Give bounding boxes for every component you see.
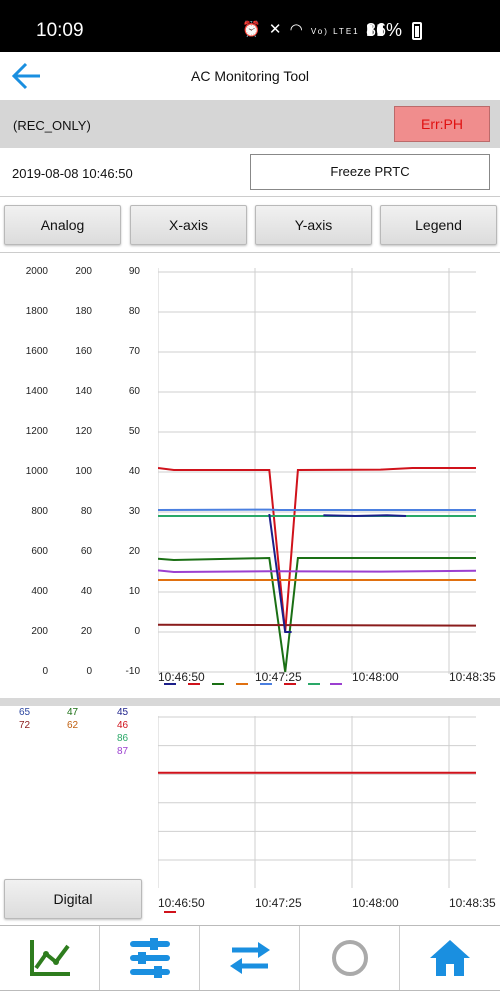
series-line-8 <box>268 513 292 633</box>
y-tick-label: 100 <box>75 466 92 477</box>
y-tick-label: 10 <box>128 586 140 597</box>
y-tick-label: 80 <box>80 506 92 517</box>
sliders-icon[interactable] <box>100 926 200 990</box>
digital-value: 72 <box>19 720 31 731</box>
digital-value: 62 <box>67 720 79 731</box>
digital-value: 46 <box>117 720 129 731</box>
y-tick-label: 2000 <box>25 266 48 277</box>
y-tick-label: 1000 <box>25 466 48 477</box>
x-tick-label: 10:47:25 <box>255 896 302 910</box>
y-tick-label: 40 <box>80 586 92 597</box>
freeze-prtc-button[interactable]: Freeze PRTC <box>250 154 490 190</box>
series-line-7 <box>158 623 476 627</box>
status-icons: ⏰ ✕ ◠ Vo) LTE1 ▮▮ <box>242 21 387 38</box>
timestamp: 2019-08-08 10:46:50 <box>12 166 133 181</box>
divider <box>0 196 500 197</box>
y-tick-label: 20 <box>80 626 92 637</box>
y-tick-label: 60 <box>80 546 92 557</box>
y-tick-label: 200 <box>75 266 92 277</box>
status-bar: 10:09 ⏰ ✕ ◠ Vo) LTE1 ▮▮ 86% <box>0 0 500 52</box>
swap-icon[interactable] <box>200 926 300 990</box>
record-mode: (REC_ONLY) <box>13 118 91 133</box>
battery-icon <box>412 22 422 40</box>
y-tick-label: 80 <box>128 306 140 317</box>
x-tick-label: 10:48:00 <box>352 896 399 910</box>
y-tick-label: 0 <box>86 666 92 677</box>
x-tick-label: 10:48:35 <box>449 670 496 684</box>
y-tick-label: 70 <box>128 346 140 357</box>
analog-chart <box>158 268 476 674</box>
x-tick-label: 10:47:25 <box>255 670 302 684</box>
digital-legend-swatch <box>164 911 176 913</box>
digital-value: 86 <box>117 733 129 744</box>
y-tick-label: 60 <box>128 386 140 397</box>
y-tick-label: 200 <box>31 626 48 637</box>
error-button[interactable]: Err:PH <box>394 106 490 142</box>
digital-value: 47 <box>67 707 79 718</box>
series-line-5 <box>158 569 476 574</box>
x-tick-label: 10:46:50 <box>158 670 205 684</box>
divider <box>0 252 500 253</box>
network-label: Vo) LTE1 <box>310 27 360 36</box>
x-tick-label: 10:48:35 <box>449 896 496 910</box>
page-title: AC Monitoring Tool <box>190 68 310 84</box>
digital-value: 87 <box>117 746 129 757</box>
series-line-0 <box>158 467 476 633</box>
digital-value: 45 <box>117 707 129 718</box>
y-tick-label: 30 <box>128 506 140 517</box>
y-tick-label: 120 <box>75 426 92 437</box>
x-tick-label: 10:46:50 <box>158 896 205 910</box>
digital-button[interactable]: Digital <box>4 879 142 919</box>
y-tick-label: -10 <box>125 666 140 677</box>
x-axis-button[interactable]: X-axis <box>130 205 247 245</box>
y-tick-label: 0 <box>42 666 48 677</box>
y-axis-button[interactable]: Y-axis <box>255 205 372 245</box>
back-arrow-icon[interactable] <box>10 60 44 92</box>
series-line-3 <box>323 514 407 518</box>
home-icon[interactable] <box>400 926 500 990</box>
battery-percent: 86% <box>366 20 403 40</box>
y-tick-label: 800 <box>31 506 48 517</box>
y-tick-label: 1200 <box>25 426 48 437</box>
y-tick-label: 140 <box>75 386 92 397</box>
y-tick-label: 50 <box>128 426 140 437</box>
digital-value: 65 <box>19 707 31 718</box>
app-bar: AC Monitoring Tool <box>0 52 500 100</box>
series-line-4 <box>158 556 476 673</box>
y-tick-label: 20 <box>128 546 140 557</box>
section-separator <box>0 698 500 706</box>
y-tick-label: 1600 <box>25 346 48 357</box>
legend-swatches <box>164 683 342 685</box>
y-tick-label: 1400 <box>25 386 48 397</box>
y-tick-label: 600 <box>31 546 48 557</box>
chart-icon[interactable] <box>0 926 100 990</box>
y-tick-label: 180 <box>75 306 92 317</box>
y-tick-label: 90 <box>128 266 140 277</box>
legend-button[interactable]: Legend <box>380 205 497 245</box>
status-time: 10:09 <box>36 20 84 41</box>
bottom-nav <box>0 925 500 991</box>
y-tick-label: 0 <box>134 626 140 637</box>
y-tick-label: 400 <box>31 586 48 597</box>
digital-chart <box>158 716 476 888</box>
y-tick-label: 40 <box>128 466 140 477</box>
y-tick-label: 1800 <box>25 306 48 317</box>
x-tick-label: 10:48:00 <box>352 670 399 684</box>
analog-button[interactable]: Analog <box>4 205 121 245</box>
circle-icon[interactable] <box>300 926 400 990</box>
y-tick-label: 160 <box>75 346 92 357</box>
